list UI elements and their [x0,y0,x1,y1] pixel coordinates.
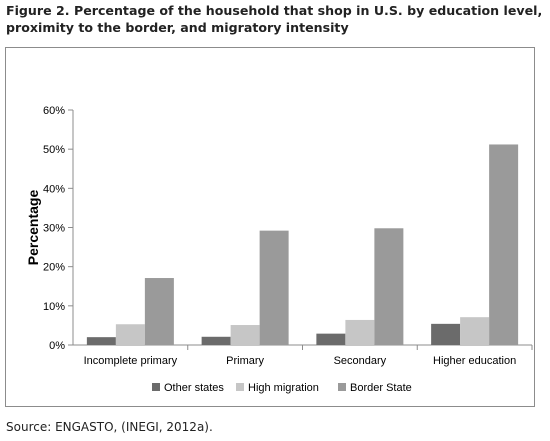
legend-label: High migration [248,382,319,394]
bar-border-state [259,230,289,345]
figure-title: Figure 2. Percentage of the household th… [6,2,546,36]
y-tick-label: 50% [43,144,65,156]
legend-label: Border State [350,382,412,394]
x-tick-label: Incomplete primary [84,355,178,367]
bar-high-migration [115,324,145,345]
bar-high-migration [460,317,490,345]
bar-border-state [489,144,519,345]
bar-border-state [144,278,174,345]
y-tick-label: 30% [43,223,65,235]
bar-high-migration [230,325,260,345]
y-tick-label: 60% [43,105,65,117]
y-tick-label: 40% [43,183,65,195]
x-tick-label: Higher education [433,355,516,367]
y-tick-label: 20% [43,262,65,274]
y-tick-label: 10% [43,301,65,313]
bar-other-states [201,336,231,345]
figure-title-line-2: proximity to the border, and migratory i… [6,20,349,35]
bar-other-states [431,323,461,345]
legend-swatch [152,383,160,391]
y-tick-label: 0% [49,340,65,352]
y-axis-title: Percentage [25,190,41,266]
bar-border-state [374,228,404,345]
x-tick-label: Secondary [334,355,387,367]
legend-label: Other states [164,382,224,394]
bar-high-migration [345,319,375,345]
source-note: Source: ENGASTO, (INEGI, 2012a). [6,420,213,434]
legend-swatch [338,383,346,391]
bar-other-states [316,333,346,345]
bar-other-states [86,337,116,345]
x-tick-label: Primary [226,355,264,367]
legend-swatch [236,383,244,391]
chart-frame [5,47,535,407]
figure-title-line-1: Figure 2. Percentage of the household th… [6,3,543,18]
